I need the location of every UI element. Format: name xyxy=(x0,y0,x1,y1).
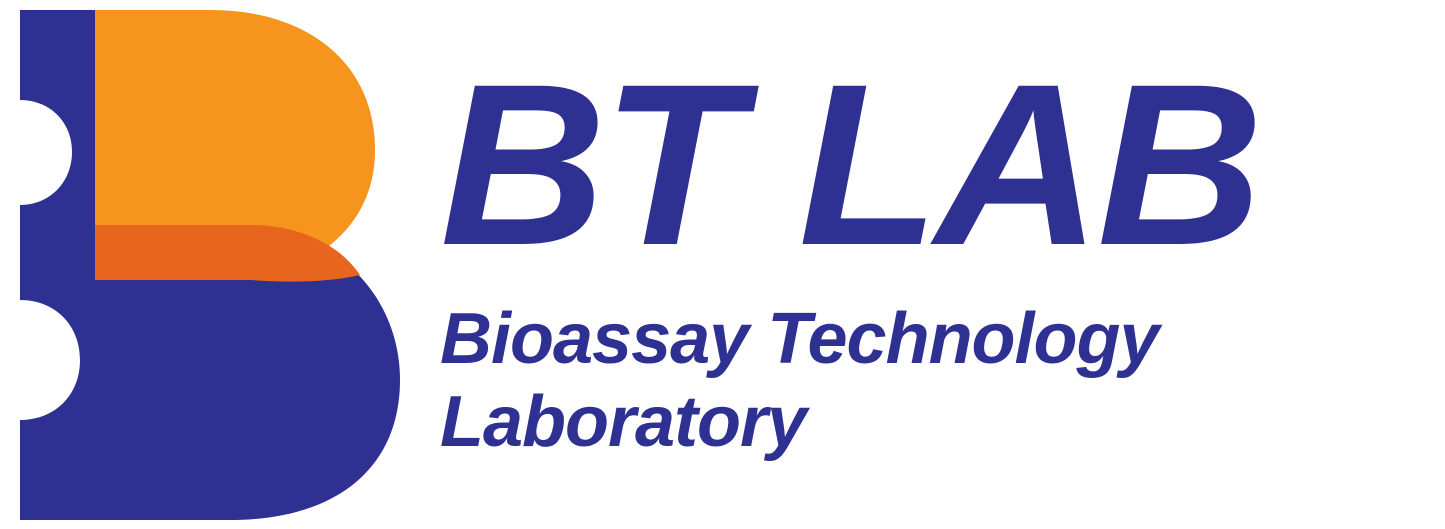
logo-spine xyxy=(20,10,95,520)
logo-container: BT LAB Bioassay Technology Laboratory xyxy=(0,0,1445,524)
subtitle-line-2: Laboratory xyxy=(440,382,806,462)
logo-mark xyxy=(0,0,400,524)
logo-text-block: BT LAB Bioassay Technology Laboratory xyxy=(440,61,1259,464)
brand-title: BT LAB xyxy=(440,61,1259,268)
subtitle-line-1: Bioassay Technology xyxy=(440,299,1159,379)
brand-subtitle: Bioassay Technology Laboratory xyxy=(440,298,1259,464)
